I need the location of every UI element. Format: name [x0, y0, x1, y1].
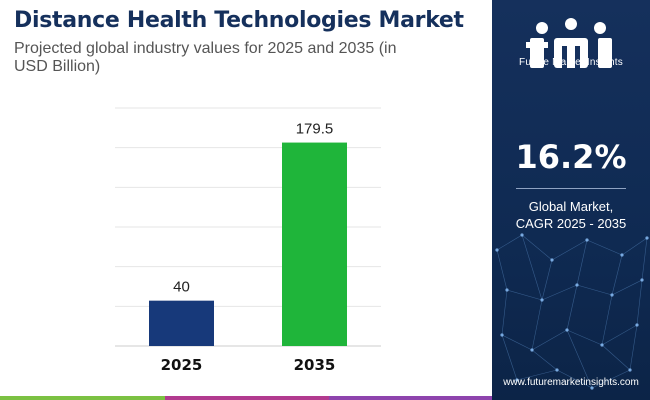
- logo-icon-chart: [594, 22, 606, 34]
- network-link: [496, 234, 523, 251]
- network-link: [566, 284, 578, 331]
- network-link: [636, 279, 643, 326]
- website-link[interactable]: www.futuremarketinsights.com: [503, 377, 639, 388]
- network-node: [635, 323, 639, 327]
- network-node: [610, 293, 614, 297]
- network-node: [620, 253, 624, 257]
- network-node: [628, 368, 632, 372]
- summary-panel: Future Market Insights 16.2% Global Mark…: [492, 0, 650, 400]
- network-link: [611, 279, 643, 296]
- network-link: [516, 369, 558, 381]
- page-title: Distance Health Technologies Market: [14, 8, 464, 33]
- x-tick-label: 2025: [161, 356, 203, 374]
- network-link: [541, 259, 553, 301]
- network-link: [531, 329, 568, 351]
- network-link: [501, 289, 508, 336]
- network-link: [496, 249, 508, 291]
- network-graphic: [495, 233, 649, 390]
- network-link: [521, 234, 553, 261]
- stripe-segment: [329, 396, 492, 400]
- network-node: [515, 378, 519, 382]
- network-link: [531, 299, 543, 351]
- bar-2025: [149, 300, 214, 346]
- network-link: [611, 254, 623, 296]
- network-node: [600, 343, 604, 347]
- fmi-logo: [526, 18, 612, 68]
- network-link: [506, 289, 543, 301]
- bar-chart: 40 2025 179.5 2035: [115, 107, 381, 374]
- network-link: [601, 324, 638, 346]
- network-node: [565, 328, 569, 332]
- network-node: [555, 368, 559, 372]
- network-link: [629, 324, 638, 371]
- network-node: [500, 333, 504, 337]
- network-link: [566, 329, 593, 389]
- network-link: [531, 349, 558, 371]
- cagr-value: 16.2%: [515, 138, 627, 176]
- network-link: [576, 284, 613, 296]
- bar-value-label: 40: [173, 279, 190, 296]
- x-tick-label: 2035: [294, 356, 336, 374]
- cagr-label-line2: CAGR 2025 - 2035: [515, 216, 627, 231]
- cagr-label-line1: Global Market,: [528, 199, 614, 214]
- network-node: [505, 288, 509, 292]
- cagr-label: Global Market, CAGR 2025 - 2035: [492, 198, 650, 232]
- network-node: [585, 238, 589, 242]
- network-node: [540, 298, 544, 302]
- bar-2035: [282, 142, 347, 346]
- network-link: [556, 369, 593, 389]
- network-link: [541, 284, 578, 301]
- network-node: [590, 386, 594, 390]
- brand-name: Future Market Insights: [519, 57, 623, 68]
- stripe-segment: [165, 396, 329, 400]
- logo-icon-leaf: [565, 18, 577, 30]
- bottom-stripe: [0, 396, 492, 400]
- network-node: [640, 278, 644, 282]
- network-link: [591, 369, 631, 389]
- network-link: [566, 329, 603, 346]
- network-link: [601, 344, 631, 371]
- network-link: [576, 239, 588, 286]
- stripe-segment: [0, 396, 165, 400]
- network-link: [601, 294, 613, 346]
- logo-icon-person: [536, 22, 548, 34]
- network-node: [575, 283, 579, 287]
- chart-area: Distance Health Technologies Market Proj…: [14, 8, 465, 374]
- network-node: [530, 348, 534, 352]
- network-link: [641, 237, 648, 281]
- network-node: [495, 248, 499, 252]
- network-node: [645, 236, 649, 240]
- network-node: [520, 233, 524, 237]
- network-link: [521, 234, 543, 301]
- network-node: [550, 258, 554, 262]
- bar-value-label: 179.5: [296, 121, 334, 138]
- network-link: [501, 334, 518, 381]
- page-subtitle: Projected global industry values for 202…: [14, 40, 397, 75]
- divider: [516, 188, 626, 189]
- network-link: [621, 237, 648, 256]
- network-link: [551, 239, 588, 261]
- network-link: [501, 334, 533, 351]
- network-link: [586, 239, 623, 256]
